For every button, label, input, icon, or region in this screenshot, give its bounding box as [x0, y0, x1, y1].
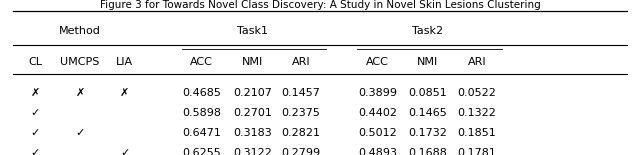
Text: 0.5012: 0.5012 [358, 128, 397, 138]
Text: 0.1322: 0.1322 [458, 108, 496, 118]
Text: 0.4685: 0.4685 [182, 88, 221, 98]
Text: 0.0522: 0.0522 [458, 88, 496, 98]
Text: 0.1732: 0.1732 [408, 128, 447, 138]
Text: UMCPS: UMCPS [60, 57, 100, 67]
Text: 0.1688: 0.1688 [408, 148, 447, 155]
Text: ✓: ✓ [31, 128, 40, 138]
Text: ACC: ACC [366, 57, 389, 67]
Text: Task1: Task1 [237, 26, 268, 36]
Text: ARI: ARI [467, 57, 486, 67]
Text: 0.1851: 0.1851 [458, 128, 496, 138]
Text: ARI: ARI [291, 57, 310, 67]
Text: 0.1465: 0.1465 [408, 108, 447, 118]
Text: ✗: ✗ [31, 88, 40, 98]
Text: 0.1781: 0.1781 [458, 148, 496, 155]
Text: 0.6255: 0.6255 [182, 148, 221, 155]
Text: 0.4402: 0.4402 [358, 108, 397, 118]
Text: CL: CL [28, 57, 42, 67]
Text: Figure 3 for Towards Novel Class Discovery: A Study in Novel Skin Lesions Cluste: Figure 3 for Towards Novel Class Discove… [100, 0, 540, 10]
Text: 0.2821: 0.2821 [282, 128, 320, 138]
Text: ✗: ✗ [120, 88, 129, 98]
Text: 0.5898: 0.5898 [182, 108, 221, 118]
Text: ACC: ACC [190, 57, 213, 67]
Text: NMI: NMI [242, 57, 264, 67]
Text: 0.0851: 0.0851 [408, 88, 447, 98]
Text: 0.3183: 0.3183 [234, 128, 272, 138]
Text: ✓: ✓ [120, 148, 129, 155]
Text: 0.6471: 0.6471 [182, 128, 221, 138]
Text: NMI: NMI [417, 57, 438, 67]
Text: 0.2799: 0.2799 [281, 148, 321, 155]
Text: ✗: ✗ [76, 88, 84, 98]
Text: 0.3899: 0.3899 [358, 88, 397, 98]
Text: 0.2701: 0.2701 [234, 108, 272, 118]
Text: 0.4893: 0.4893 [358, 148, 397, 155]
Text: LIA: LIA [116, 57, 133, 67]
Text: Task2: Task2 [412, 26, 443, 36]
Text: ✓: ✓ [76, 128, 84, 138]
Text: 0.1457: 0.1457 [282, 88, 320, 98]
Text: ✓: ✓ [31, 108, 40, 118]
Text: 0.3122: 0.3122 [234, 148, 272, 155]
Text: ✓: ✓ [31, 148, 40, 155]
Text: 0.2375: 0.2375 [282, 108, 320, 118]
Text: 0.2107: 0.2107 [234, 88, 272, 98]
Text: Method: Method [59, 26, 101, 36]
